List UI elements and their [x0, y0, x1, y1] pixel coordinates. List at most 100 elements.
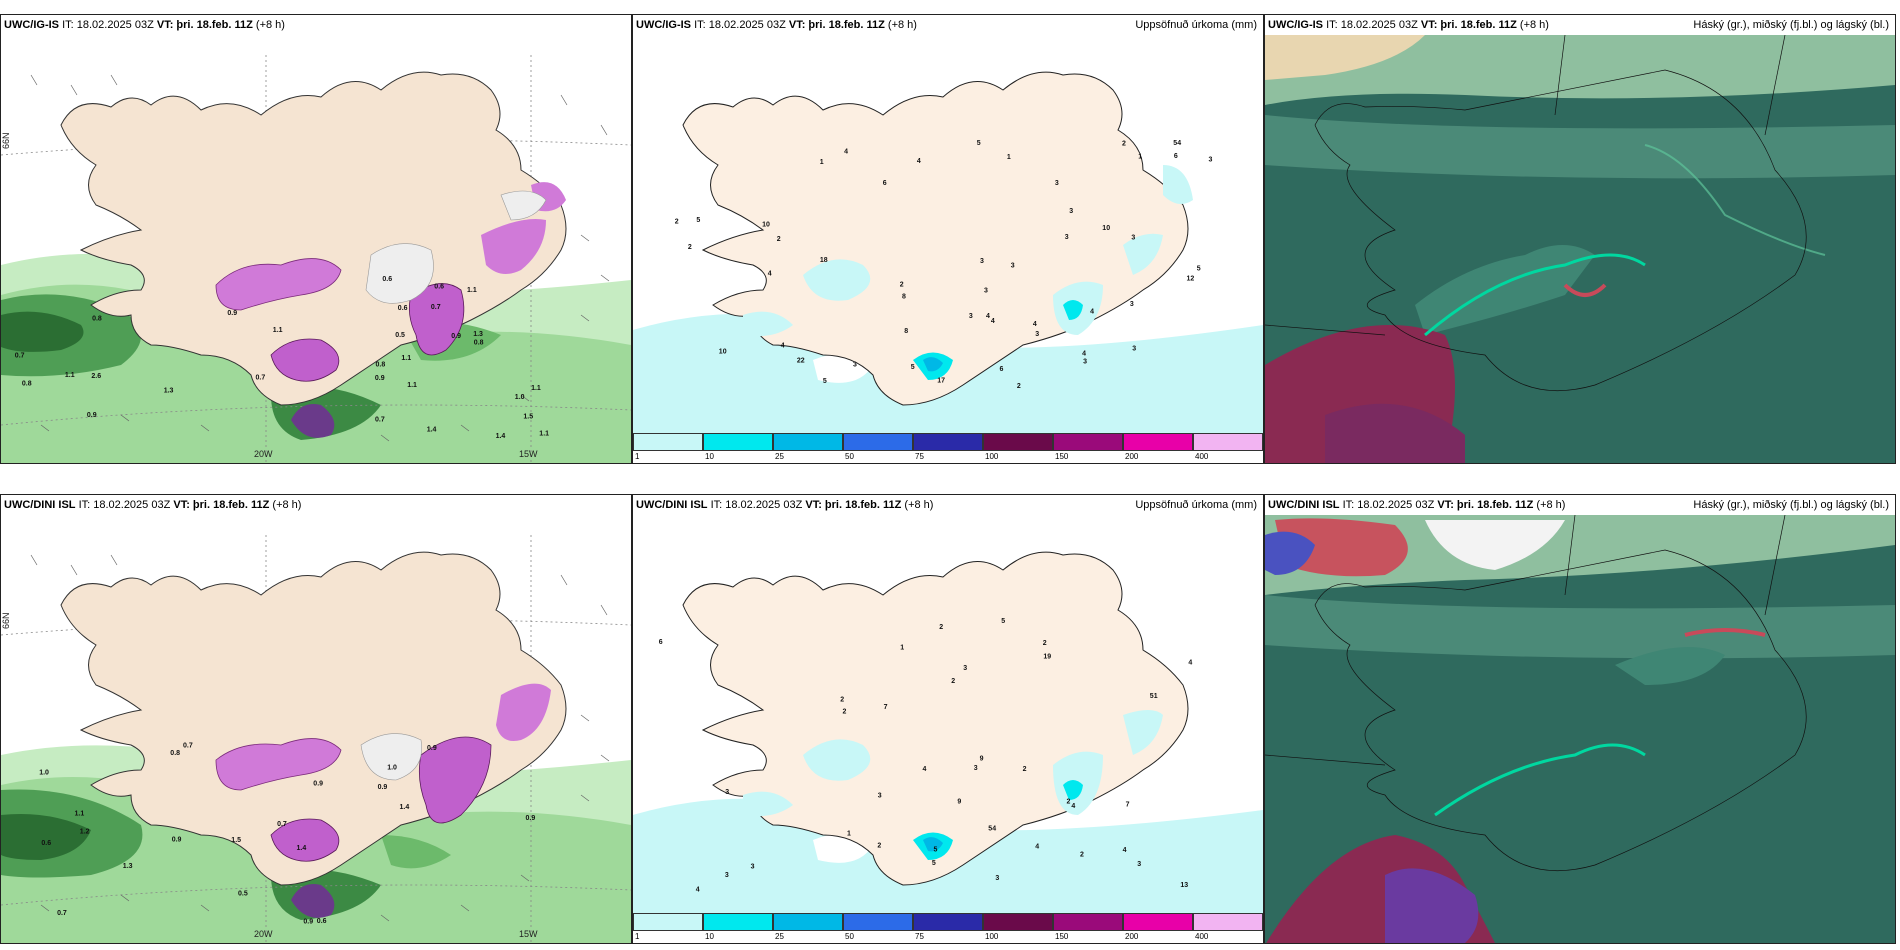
valid-time: þri. 18.feb. 11Z [1440, 19, 1517, 31]
map-value-label: 1 [1007, 154, 1011, 161]
map-value-label: 7 [884, 704, 888, 711]
map-value-label: 12 [1187, 275, 1195, 282]
map-value-label: 3 [751, 864, 755, 871]
map-value-label: 0.8 [22, 381, 32, 388]
model-name: UWC/IG-IS [636, 19, 691, 31]
lat-label: 66N [1, 132, 11, 149]
map-value-label: 0.7 [183, 742, 193, 749]
map-value-label: 3 [1065, 234, 1069, 241]
panel-wind-igis: UWC/IG-IS IT: 18.02.2025 03Z VT: þri. 18… [0, 14, 632, 464]
map-value-label: 1.0 [515, 394, 525, 401]
colorbar-swatch [1053, 433, 1123, 451]
map-value-label: 3 [725, 872, 729, 879]
map-value-label: 0.9 [427, 745, 437, 752]
colorbar-swatch [913, 913, 983, 931]
map-value-label: 0.5 [238, 891, 248, 898]
colorbar-tick: 75 [915, 932, 924, 941]
lon-label-15w: 15W [519, 449, 538, 459]
init-time: IT: 18.02.2025 03Z [1342, 499, 1435, 511]
map-value-label: 3 [853, 361, 857, 368]
map-value-label: 5 [823, 378, 827, 385]
map-value-label: 17 [937, 377, 945, 384]
map-value-label: 3 [1131, 235, 1135, 242]
model-name: UWC/DINI ISL [636, 499, 708, 511]
map-value-label: 1.1 [531, 385, 541, 392]
lead-time: (+8 h) [887, 19, 917, 31]
map-value-label: 4 [986, 313, 990, 320]
panel-header: UWC/DINI ISL IT: 18.02.2025 03Z VT: þri.… [633, 495, 1263, 515]
map-value-label: 0.5 [395, 332, 405, 339]
map-value-label: 9 [980, 755, 984, 762]
precip-map: 3799154221132224223446352419725154333433… [633, 515, 1263, 913]
map-value-label: 2.6 [91, 373, 101, 380]
map-value-label: 0.6 [382, 276, 392, 283]
map-value-label: 3 [1055, 180, 1059, 187]
lat-label: 66N [1, 612, 11, 629]
map-value-label: 4 [1090, 308, 1094, 315]
map-value-label: 1.1 [401, 355, 411, 362]
colorbar-swatch [1053, 913, 1123, 931]
map-value-label: 51 [1150, 693, 1158, 700]
map-value-label: 0.8 [170, 750, 180, 757]
map-value-label: 1.0 [387, 764, 397, 771]
map-value-label: 1.4 [427, 427, 437, 434]
map-value-label: 1 [1138, 154, 1142, 161]
colorbar-tick: 100 [985, 452, 999, 461]
map-value-label: 0.9 [303, 919, 313, 926]
map-value-label: 3 [1069, 208, 1073, 215]
valid-time: þri. 18.feb. 11Z [1456, 499, 1534, 511]
lead-time: (+8 h) [272, 499, 302, 511]
map-value-label: 3 [1137, 861, 1141, 868]
map-value-label: 0.7 [15, 352, 25, 359]
colorbar: 1 10 25 50 75 100 150 200 400 [633, 433, 1263, 463]
map-value-label: 5 [932, 860, 936, 867]
map-value-label: 2 [843, 709, 847, 716]
map-value-label: 6 [659, 639, 663, 646]
colorbar-swatch [703, 433, 773, 451]
map-value-label: 0.9 [227, 310, 237, 317]
map-value-label: 0.7 [431, 304, 441, 311]
colorbar-swatch [983, 433, 1053, 451]
panel-cloud-dini: UWC/DINI ISL IT: 18.02.2025 03Z VT: þri.… [1264, 494, 1896, 944]
lon-label-15w: 15W [519, 929, 538, 939]
map-value-label: 0.7 [256, 375, 266, 382]
map-value-label: 7 [1126, 802, 1130, 809]
colorbar-tick: 1 [635, 452, 640, 461]
field-title: Háský (gr.), miðský (fj.bl.) og lágský (… [1693, 499, 1889, 511]
valid-time-label: VT: [156, 19, 174, 31]
model-name: UWC/DINI ISL [4, 499, 76, 511]
map-value-label: 8 [904, 328, 908, 335]
panel-precip-dini: UWC/DINI ISL IT: 18.02.2025 03Z VT: þri.… [632, 494, 1264, 944]
valid-time: þri. 18.feb. 11Z [176, 19, 253, 31]
map-value-label: 0.9 [378, 784, 388, 791]
lead-time: (+8 h) [1519, 19, 1549, 31]
panel-cloud-igis: UWC/IG-IS IT: 18.02.2025 03Z VT: þri. 18… [1264, 14, 1896, 464]
map-value-label: 3 [980, 258, 984, 265]
map-value-label: 1.2 [80, 828, 90, 835]
colorbar-tick: 25 [775, 452, 784, 461]
map-value-label: 8 [902, 294, 906, 301]
map-value-label: 0.7 [57, 910, 67, 917]
map-value-label: 1.3 [123, 863, 133, 870]
colorbar-swatch [843, 433, 913, 451]
colorbar-swatch [633, 433, 703, 451]
map-value-label: 2 [1043, 640, 1047, 647]
map-value-label: 3 [1209, 157, 1213, 164]
map-value-label: 2 [1023, 766, 1027, 773]
map-value-label: 10 [1102, 225, 1110, 232]
colorbar-swatch [1123, 433, 1193, 451]
map-value-label: 5 [696, 217, 700, 224]
colorbar-tick: 400 [1195, 932, 1209, 941]
map-value-label: 4 [1033, 321, 1037, 328]
map-value-label: 5 [977, 140, 981, 147]
map-value-label: 3 [1035, 331, 1039, 338]
map-value-label: 4 [917, 158, 921, 165]
map-value-label: 0.9 [87, 412, 97, 419]
init-time: IT: 18.02.2025 03Z [694, 19, 786, 31]
panel-header: UWC/IG-IS IT: 18.02.2025 03Z VT: þri. 18… [633, 15, 1263, 35]
panel-precip-igis: UWC/IG-IS IT: 18.02.2025 03Z VT: þri. 18… [632, 14, 1264, 464]
map-value-label: 4 [696, 886, 700, 893]
valid-time: þri. 18.feb. 11Z [824, 499, 902, 511]
map-value-label: 0.6 [434, 283, 444, 290]
